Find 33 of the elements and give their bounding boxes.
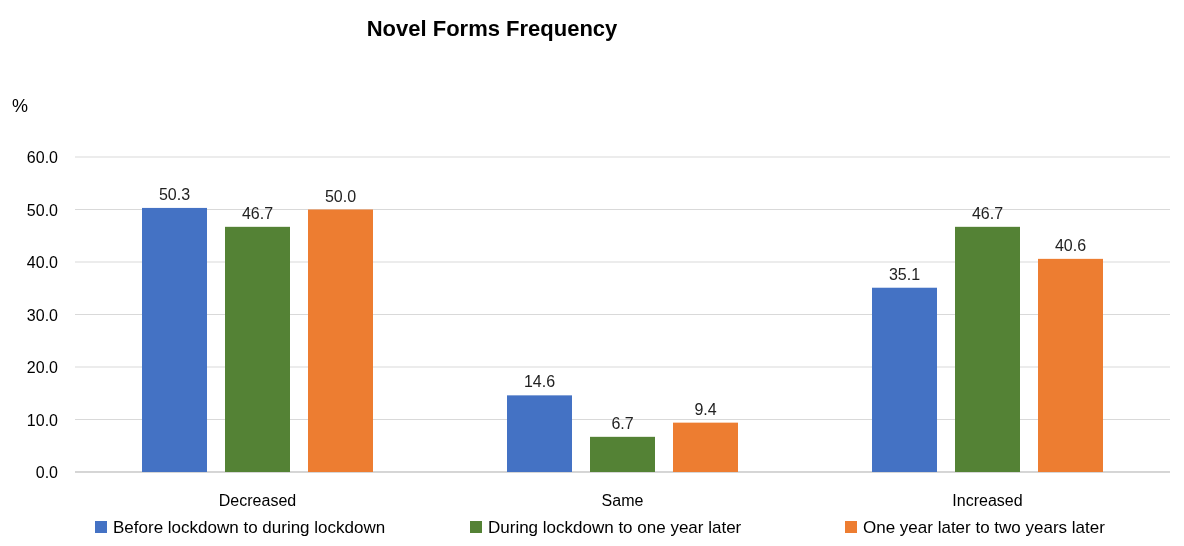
bar bbox=[872, 287, 937, 472]
legend-label: One year later to two years later bbox=[863, 518, 1106, 537]
legend-label: During lockdown to one year later bbox=[488, 518, 742, 537]
x-tick-label: Increased bbox=[952, 492, 1023, 509]
y-tick-label: 60.0 bbox=[26, 149, 59, 166]
data-label: 6.7 bbox=[611, 414, 634, 432]
data-label: 35.1 bbox=[888, 265, 921, 283]
legend-label: Before lockdown to during lockdown bbox=[113, 518, 386, 537]
bar bbox=[142, 207, 207, 472]
x-tick-label: Decreased bbox=[218, 492, 297, 509]
y-tick-label: 10.0 bbox=[26, 411, 59, 429]
bar bbox=[225, 226, 290, 472]
chart-title: Novel Forms Frequency bbox=[366, 16, 619, 41]
y-tick-label: 40.0 bbox=[26, 254, 59, 271]
data-label: 50.0 bbox=[324, 187, 357, 205]
data-label: 14.6 bbox=[523, 373, 556, 391]
data-label: 46.7 bbox=[971, 204, 1004, 222]
y-tick-label: 30.0 bbox=[26, 306, 59, 324]
bar bbox=[308, 209, 373, 472]
y-tick-label: 0.0 bbox=[35, 464, 59, 481]
bar bbox=[955, 226, 1020, 472]
bar bbox=[507, 395, 572, 472]
data-label: 9.4 bbox=[694, 400, 717, 418]
data-label: 40.6 bbox=[1054, 236, 1087, 254]
bar bbox=[590, 436, 655, 472]
bar bbox=[1038, 258, 1103, 472]
data-label: 50.3 bbox=[158, 185, 191, 203]
bar bbox=[673, 422, 738, 472]
y-tick-label: 20.0 bbox=[26, 359, 59, 376]
y-tick-label: 50.0 bbox=[26, 201, 59, 219]
x-tick-label: Same bbox=[601, 492, 644, 509]
y-axis-title: % bbox=[12, 96, 29, 116]
data-label: 46.7 bbox=[241, 204, 274, 222]
